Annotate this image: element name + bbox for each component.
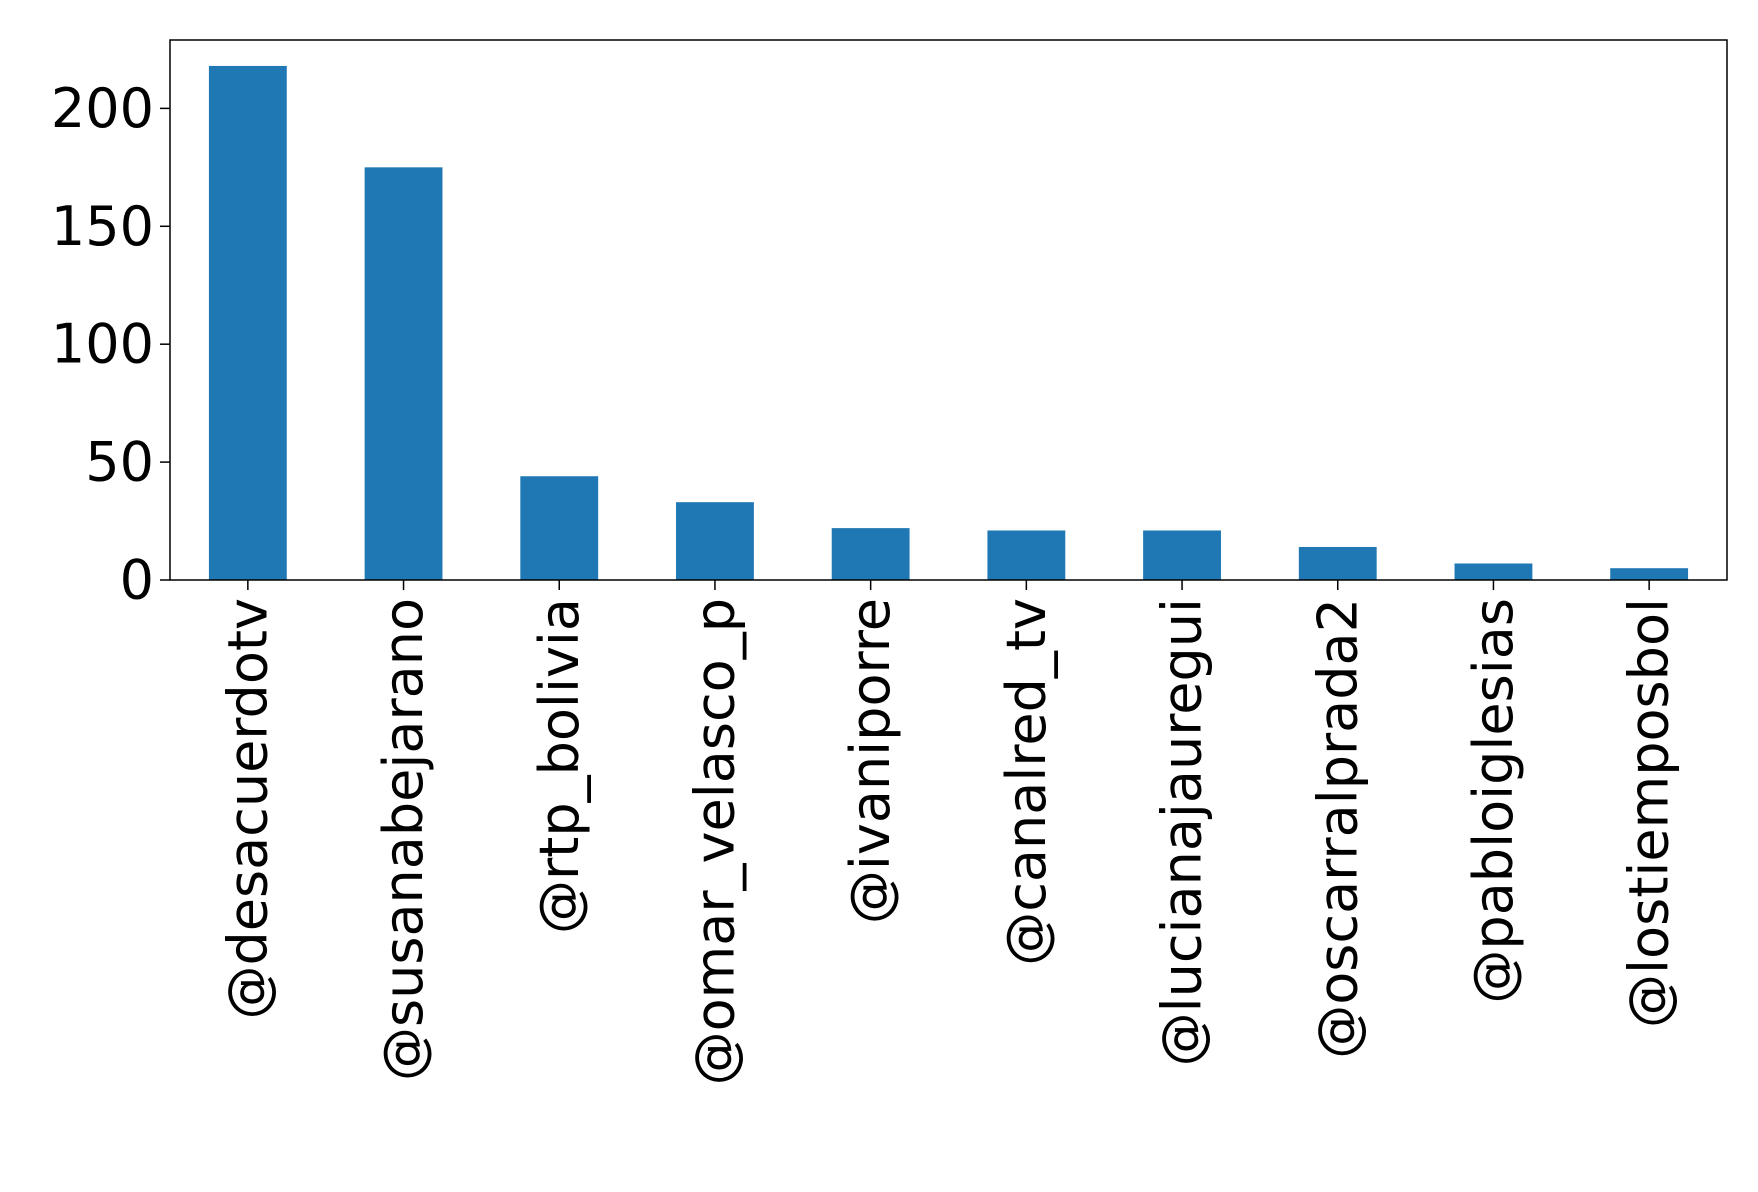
- bar-ivaniporre: [831, 528, 910, 580]
- x-tick-label: @omar_velasco_p: [683, 598, 746, 1085]
- bar-rtp-bolivia: [520, 476, 599, 580]
- y-tick-label: 50: [85, 431, 154, 494]
- x-tick-label: @desacuerdotv: [216, 598, 279, 1020]
- bar-desacuerdotv: [208, 65, 287, 581]
- x-tick-label: @rtp_bolivia: [528, 598, 591, 934]
- y-tick-label: 0: [120, 549, 154, 612]
- y-tick-label: 100: [51, 313, 154, 376]
- x-tick-label: @pabloiglesias: [1462, 598, 1525, 1004]
- x-tick-label: @susanabejarano: [372, 598, 435, 1081]
- x-tick-label: @oscarralprada2: [1306, 598, 1369, 1059]
- y-axis-ticks: 0 50 100 150 200: [51, 77, 170, 612]
- bar-lostiemposbol: [1610, 568, 1689, 580]
- plot-frame: [169, 39, 1728, 581]
- y-tick-label: 150: [51, 195, 154, 258]
- x-tick-label: @lostiemposbol: [1618, 598, 1681, 1028]
- bar-susanabejarano: [364, 167, 443, 580]
- x-tick-label: @canalred_tv: [995, 598, 1058, 966]
- bar-pabloiglesias: [1454, 563, 1533, 580]
- bar-canalred-tv: [987, 530, 1066, 580]
- bar-omar-velasco-p: [676, 502, 754, 580]
- x-tick-label: @lucianajauregui: [1151, 598, 1214, 1066]
- x-axis-ticks: @desacuerdotv @susanabejarano @rtp_bolivia…: [216, 580, 1681, 1085]
- bar-oscarralprada2: [1298, 546, 1377, 580]
- y-tick-label: 200: [51, 77, 154, 140]
- bars-group: [208, 65, 1689, 581]
- x-tick-label: @ivaniporre: [839, 598, 902, 924]
- bar-lucianajauregui: [1143, 530, 1221, 580]
